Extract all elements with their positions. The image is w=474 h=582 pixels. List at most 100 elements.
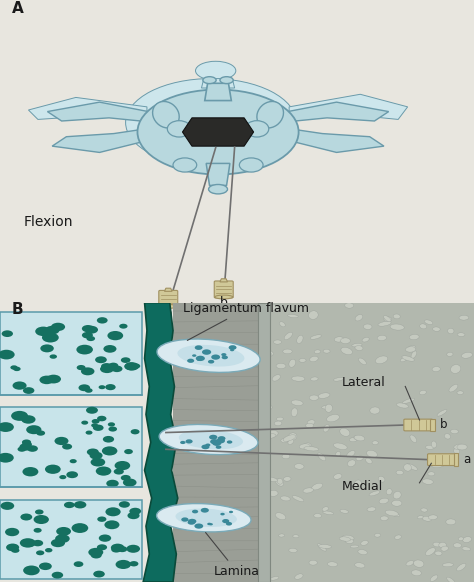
Polygon shape <box>201 79 235 88</box>
Circle shape <box>52 572 63 579</box>
Bar <box>430 419 435 431</box>
Circle shape <box>21 415 36 424</box>
Ellipse shape <box>310 356 318 362</box>
Circle shape <box>216 438 225 443</box>
Ellipse shape <box>126 79 296 166</box>
Circle shape <box>20 538 36 548</box>
Circle shape <box>46 375 61 384</box>
Circle shape <box>230 349 234 352</box>
Circle shape <box>222 519 229 523</box>
Ellipse shape <box>462 547 471 551</box>
Ellipse shape <box>458 537 464 541</box>
Circle shape <box>19 443 32 450</box>
Circle shape <box>81 367 94 375</box>
Circle shape <box>209 435 218 439</box>
Circle shape <box>212 441 221 446</box>
Circle shape <box>207 523 211 525</box>
Circle shape <box>39 375 54 384</box>
Ellipse shape <box>319 545 331 548</box>
Circle shape <box>62 443 72 449</box>
Ellipse shape <box>310 335 321 339</box>
Ellipse shape <box>367 507 376 512</box>
Circle shape <box>108 423 115 427</box>
Polygon shape <box>205 83 231 101</box>
Circle shape <box>101 363 112 370</box>
Polygon shape <box>206 164 230 186</box>
Circle shape <box>106 480 119 487</box>
Ellipse shape <box>393 491 401 499</box>
Ellipse shape <box>283 435 296 441</box>
Circle shape <box>59 475 66 479</box>
Circle shape <box>131 429 139 434</box>
Ellipse shape <box>282 454 290 459</box>
Circle shape <box>45 464 61 474</box>
Ellipse shape <box>428 515 438 520</box>
Ellipse shape <box>159 304 177 308</box>
Circle shape <box>105 508 121 516</box>
Circle shape <box>86 407 98 414</box>
Ellipse shape <box>137 90 299 175</box>
Bar <box>173 303 263 582</box>
Ellipse shape <box>380 516 388 520</box>
Circle shape <box>220 513 225 516</box>
Circle shape <box>34 528 42 533</box>
Ellipse shape <box>406 560 414 566</box>
Circle shape <box>51 323 65 331</box>
Ellipse shape <box>432 367 440 371</box>
Circle shape <box>55 437 68 445</box>
Ellipse shape <box>299 444 310 449</box>
Circle shape <box>202 349 211 355</box>
Circle shape <box>228 345 237 350</box>
Ellipse shape <box>462 352 473 359</box>
Ellipse shape <box>273 340 282 344</box>
Circle shape <box>39 563 52 570</box>
Ellipse shape <box>333 378 344 381</box>
Circle shape <box>10 365 18 370</box>
Ellipse shape <box>325 404 332 412</box>
Polygon shape <box>28 97 147 119</box>
Circle shape <box>111 365 122 372</box>
Circle shape <box>22 441 32 447</box>
Circle shape <box>229 511 233 513</box>
Circle shape <box>194 523 203 528</box>
Polygon shape <box>52 127 156 152</box>
Circle shape <box>23 387 35 394</box>
Ellipse shape <box>345 303 354 308</box>
Ellipse shape <box>419 324 427 329</box>
Ellipse shape <box>323 425 329 432</box>
Circle shape <box>82 325 94 332</box>
Circle shape <box>105 384 116 390</box>
Ellipse shape <box>295 574 303 579</box>
Circle shape <box>51 539 65 547</box>
Text: a: a <box>164 307 172 321</box>
Ellipse shape <box>346 450 355 457</box>
Circle shape <box>6 544 19 551</box>
Ellipse shape <box>294 464 304 469</box>
Circle shape <box>88 548 103 556</box>
Ellipse shape <box>157 339 260 372</box>
Circle shape <box>5 528 19 536</box>
Polygon shape <box>280 102 389 123</box>
Ellipse shape <box>402 398 415 403</box>
Ellipse shape <box>307 420 315 425</box>
Circle shape <box>209 523 213 526</box>
Ellipse shape <box>413 560 424 567</box>
Ellipse shape <box>303 443 311 448</box>
Circle shape <box>96 467 111 475</box>
Ellipse shape <box>361 541 368 545</box>
Circle shape <box>103 436 114 442</box>
Bar <box>0 407 142 487</box>
Circle shape <box>125 362 139 371</box>
Ellipse shape <box>457 333 465 336</box>
Ellipse shape <box>270 577 279 580</box>
Ellipse shape <box>369 491 380 496</box>
Circle shape <box>79 384 90 391</box>
Circle shape <box>72 523 88 533</box>
Circle shape <box>117 546 128 552</box>
Circle shape <box>192 510 198 513</box>
Ellipse shape <box>411 351 417 359</box>
Ellipse shape <box>276 417 283 421</box>
Ellipse shape <box>355 314 363 321</box>
Ellipse shape <box>362 338 369 342</box>
Ellipse shape <box>323 511 334 514</box>
